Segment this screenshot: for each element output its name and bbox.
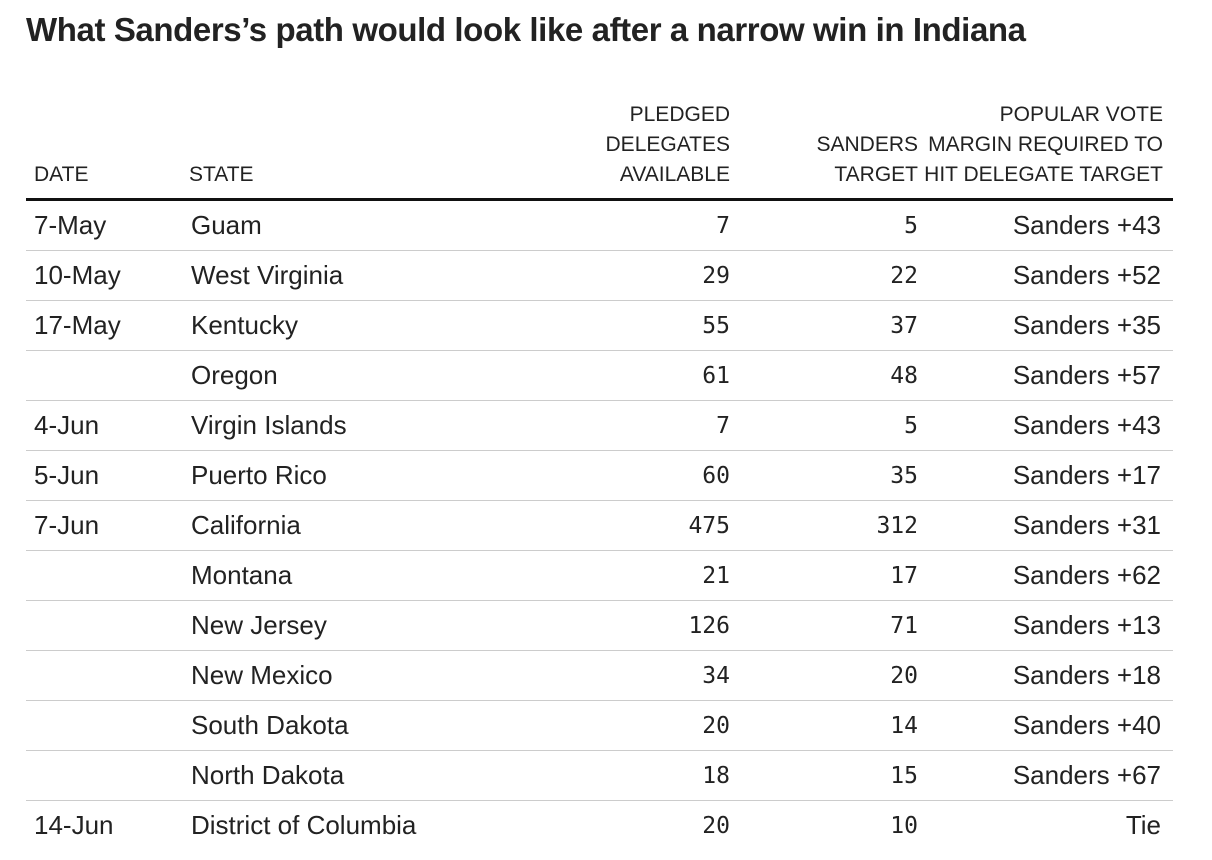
date-cell bbox=[26, 350, 181, 401]
chart-title: What Sanders’s path would look like afte… bbox=[26, 11, 1026, 48]
date-cell bbox=[26, 550, 181, 601]
state-cell: New Mexico bbox=[181, 650, 564, 701]
pledged-delegates-cell: 55 bbox=[564, 300, 746, 351]
table-row: 5-Jun Puerto Rico 60 35 Sanders +17 bbox=[26, 450, 1173, 501]
sanders-target-cell: 71 bbox=[746, 600, 918, 651]
vote-margin-cell: Sanders +17 bbox=[918, 450, 1173, 501]
pledged-delegates-cell: 126 bbox=[564, 600, 746, 651]
pledged-delegates-cell: 61 bbox=[564, 350, 746, 401]
date-cell bbox=[26, 700, 181, 751]
vote-margin-cell: Sanders +35 bbox=[918, 300, 1173, 351]
header-pledged-line-2: DELEGATES bbox=[605, 133, 730, 156]
state-cell: Kentucky bbox=[181, 300, 564, 351]
pledged-delegates-cell: 34 bbox=[564, 650, 746, 701]
date-cell: 5-Jun bbox=[26, 450, 181, 501]
sanders-target-cell: 5 bbox=[746, 199, 918, 251]
header-pledged-line-3: AVAILABLE bbox=[619, 163, 730, 186]
vote-margin-cell: Sanders +13 bbox=[918, 600, 1173, 651]
vote-margin-cell: Sanders +57 bbox=[918, 350, 1173, 401]
date-cell: 14-Jun bbox=[34, 810, 114, 840]
header-margin-line-2: MARGIN REQUIRED TO bbox=[928, 133, 1163, 156]
header-state-line: STATE bbox=[189, 163, 254, 186]
table-row: 17-May Kentucky 55 37 Sanders +35 bbox=[26, 300, 1173, 351]
table-row: Montana 21 17 Sanders +62 bbox=[26, 550, 1173, 601]
state-cell: North Dakota bbox=[181, 750, 564, 801]
header-sanders-target: SANDERS TARGET bbox=[746, 100, 918, 201]
header-target-line-1: SANDERS bbox=[816, 133, 918, 156]
pledged-delegates-cell: 475 bbox=[564, 500, 746, 551]
sanders-target-cell: 312 bbox=[746, 500, 918, 551]
header-target-line-2: TARGET bbox=[834, 163, 918, 186]
pledged-delegates-cell: 29 bbox=[564, 250, 746, 301]
sanders-target-cell: 20 bbox=[746, 650, 918, 701]
pledged-delegates-cell: 20 bbox=[564, 700, 746, 751]
vote-margin-cell: Sanders +52 bbox=[918, 250, 1173, 301]
vote-margin-cell: Tie bbox=[1125, 810, 1161, 840]
sanders-target-cell: 35 bbox=[746, 450, 918, 501]
table-row: North Dakota 18 15 Sanders +67 bbox=[26, 750, 1173, 801]
date-cell bbox=[26, 600, 181, 651]
date-cell: 10-May bbox=[26, 250, 181, 301]
state-cell: Puerto Rico bbox=[181, 450, 564, 501]
table-body: 7-May Guam 7 5 Sanders +43 10-May West Virgini… bbox=[26, 199, 1173, 851]
pledged-delegates-cell: 7 bbox=[564, 199, 746, 251]
table-row: 7-May Guam 7 5 Sanders +43 bbox=[26, 199, 1173, 251]
header-pledged-line-1: PLEDGED bbox=[629, 103, 730, 126]
sanders-target-cell: 22 bbox=[746, 250, 918, 301]
state-cell: Virgin Islands bbox=[181, 400, 564, 451]
pledged-delegates-cell: 21 bbox=[564, 550, 746, 601]
state-cell: New Jersey bbox=[181, 600, 564, 651]
pledged-delegates-cell: 20 bbox=[702, 812, 730, 839]
vote-margin-cell: Sanders +18 bbox=[918, 650, 1173, 701]
header-date-line: DATE bbox=[34, 163, 89, 186]
header-margin-line-1: POPULAR VOTE bbox=[999, 103, 1163, 126]
table-row: South Dakota 20 14 Sanders +40 bbox=[26, 700, 1173, 751]
state-cell: West Virginia bbox=[181, 250, 564, 301]
state-cell: California bbox=[181, 500, 564, 551]
date-cell bbox=[26, 650, 181, 701]
date-cell: 17-May bbox=[26, 300, 181, 351]
table-row: Oregon 61 48 Sanders +57 bbox=[26, 350, 1173, 401]
sanders-target-cell: 37 bbox=[746, 300, 918, 351]
delegate-table: DATE STATE PLEDGED DELEGATES AVAILABLE S… bbox=[26, 100, 1173, 850]
date-cell: 7-Jun bbox=[26, 500, 181, 551]
sanders-target-cell: 17 bbox=[746, 550, 918, 601]
table-row: 14-Jun District of Columbia 20 10 Tie bbox=[26, 801, 1173, 851]
table-row: 4-Jun Virgin Islands 7 5 Sanders +43 bbox=[26, 400, 1173, 451]
state-cell: District of Columbia bbox=[191, 810, 417, 840]
sanders-target-cell: 10 bbox=[890, 812, 918, 839]
table-row: New Mexico 34 20 Sanders +18 bbox=[26, 650, 1173, 701]
state-cell: Oregon bbox=[181, 350, 564, 401]
state-cell: South Dakota bbox=[181, 700, 564, 751]
vote-margin-cell: Sanders +67 bbox=[918, 750, 1173, 801]
header-date: DATE bbox=[26, 100, 181, 201]
vote-margin-cell: Sanders +43 bbox=[918, 400, 1173, 451]
date-cell: 7-May bbox=[26, 199, 181, 251]
date-cell bbox=[26, 750, 181, 801]
table-row: 7-Jun California 475 312 Sanders +31 bbox=[26, 500, 1173, 551]
sanders-target-cell: 48 bbox=[746, 350, 918, 401]
vote-margin-cell: Sanders +40 bbox=[918, 700, 1173, 751]
table-row: 10-May West Virginia 29 22 Sanders +52 bbox=[26, 250, 1173, 301]
vote-margin-cell: Sanders +62 bbox=[918, 550, 1173, 601]
header-row: DATE STATE PLEDGED DELEGATES AVAILABLE S… bbox=[26, 100, 1173, 201]
header-pledged-delegates: PLEDGED DELEGATES AVAILABLE bbox=[564, 100, 746, 201]
header-margin-line-3: HIT DELEGATE TARGET bbox=[924, 163, 1163, 186]
sanders-target-cell: 14 bbox=[746, 700, 918, 751]
vote-margin-cell: Sanders +31 bbox=[918, 500, 1173, 551]
header-state: STATE bbox=[181, 100, 564, 201]
state-cell: Guam bbox=[181, 199, 564, 251]
pledged-delegates-cell: 7 bbox=[564, 400, 746, 451]
pledged-delegates-cell: 18 bbox=[564, 750, 746, 801]
header-popular-vote-margin: POPULAR VOTE MARGIN REQUIRED TO HIT DELE… bbox=[918, 100, 1173, 201]
sanders-target-cell: 5 bbox=[746, 400, 918, 451]
state-cell: Montana bbox=[181, 550, 564, 601]
date-cell: 4-Jun bbox=[26, 400, 181, 451]
vote-margin-cell: Sanders +43 bbox=[918, 199, 1173, 251]
sanders-target-cell: 15 bbox=[746, 750, 918, 801]
pledged-delegates-cell: 60 bbox=[564, 450, 746, 501]
table-row: New Jersey 126 71 Sanders +13 bbox=[26, 600, 1173, 651]
